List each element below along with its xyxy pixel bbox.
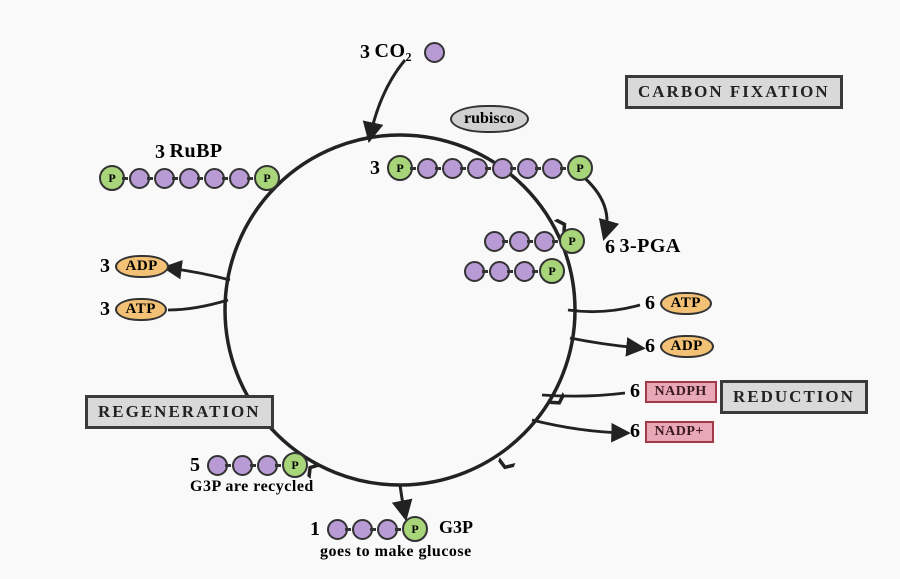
adp6: 6ADP xyxy=(645,335,714,358)
g3p5-chain: 5 P xyxy=(190,452,307,478)
phase-fixation: CARBON FIXATION xyxy=(625,75,843,109)
rubp-label: 3RuBP xyxy=(155,140,223,164)
atp3: 3ATP xyxy=(100,298,167,321)
g3p1-chain: 1 P G3P xyxy=(310,516,473,542)
rubisco-pill: rubisco xyxy=(450,105,529,133)
calvin-cycle-diagram: { "colors":{ "carbon":"#b89ad4", "phosph… xyxy=(0,0,900,579)
co2-label: 3CO₂ xyxy=(360,40,444,64)
adp3: 3ADP xyxy=(100,255,169,278)
nadph6: 6NADPH xyxy=(630,380,717,403)
pga-label: 63-PGA xyxy=(605,235,681,259)
pga-chain-2: P xyxy=(465,258,564,284)
rubp-chain: P P xyxy=(100,165,279,191)
intermediate-chain: 3 P P xyxy=(370,155,592,181)
g3p1-sub: goes to make glucose xyxy=(320,543,472,561)
phase-regeneration: REGENERATION xyxy=(85,395,274,429)
atp6: 6ATP xyxy=(645,292,712,315)
g3p5-sub: G3P are recycled xyxy=(190,478,314,496)
pga-chain-1: P xyxy=(485,228,584,254)
phase-reduction: REDUCTION xyxy=(720,380,868,414)
nadp6: 6NADP+ xyxy=(630,420,714,443)
